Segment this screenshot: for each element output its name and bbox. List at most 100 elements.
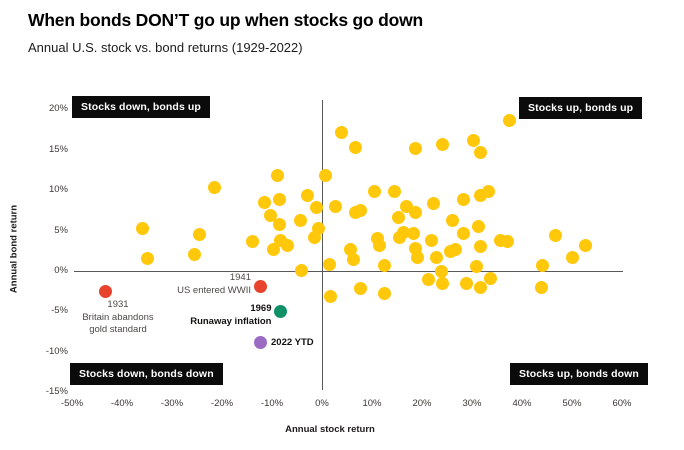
data-point [323,258,336,272]
data-point [436,138,449,152]
x-tick-label: -40% [110,398,134,409]
data-point [467,133,480,147]
annotated-data-point [98,284,112,298]
annotation-label: 1969 Runaway inflation [190,303,271,328]
data-point [310,200,323,214]
data-point [273,218,286,232]
x-tick-label: 30% [462,398,482,409]
x-tick-label: 50% [562,398,582,409]
data-point [301,188,314,202]
y-tick-label: 0% [54,265,68,276]
data-point [425,233,438,247]
annotated-data-point [253,336,267,350]
data-point [457,227,470,241]
x-tick-label: -10% [260,398,284,409]
y-tick-label: -10% [45,345,68,357]
x-tick-label: -20% [210,398,234,409]
annotation-note-line: gold standard [89,323,147,335]
data-point [378,287,391,301]
data-point [397,225,410,239]
data-point [473,240,487,254]
data-point [460,276,473,290]
x-tick-label: 10% [362,398,382,409]
data-point [208,181,221,195]
data-point [293,213,307,227]
annotation-label: 2022 YTD [271,337,314,349]
x-axis-line [74,271,623,272]
data-point [270,169,284,183]
x-tick-label: 0% [315,398,329,409]
data-point [367,185,381,199]
y-tick-label: -5% [51,305,68,317]
data-point [482,185,495,199]
data-point [473,145,487,159]
data-point [429,250,443,264]
y-tick-label: 10% [48,184,68,196]
y-tick-label: 20% [48,103,68,115]
data-point [446,214,459,228]
quadrant-label-top-right: Stocks up, bonds up [519,97,643,119]
y-axis-line [322,100,323,390]
data-point [328,199,342,213]
data-point [408,141,422,155]
x-tick-label: 40% [512,398,532,409]
data-point [347,253,360,267]
data-point [471,220,485,234]
chart-subtitle: Annual U.S. stock vs. bond returns (1929… [28,40,303,55]
annotation-note-line: Runaway inflation [190,315,272,327]
annotated-data-point [253,279,267,293]
data-point [273,193,286,207]
data-point [392,211,405,225]
data-point [135,221,149,235]
y-tick-label: -15% [45,386,68,398]
data-point [535,281,548,295]
data-point [280,238,294,252]
data-point [372,238,386,252]
y-axis-title: Annual bond return [8,204,20,294]
x-tick-label: -30% [160,398,184,409]
data-point [422,272,435,286]
data-point [473,281,487,295]
annotated-data-point [274,304,287,318]
annotation-year: 1941 [229,272,251,284]
data-point [188,248,201,262]
data-point [343,242,357,256]
y-tick-label: 15% [48,143,68,155]
data-point [348,140,362,154]
annotation-label: 1941 US entered WWII [177,272,251,297]
data-point [410,250,424,264]
data-point [193,228,206,242]
data-point [408,205,422,219]
quadrant-label-top-left: Stocks down, bonds up [72,96,210,118]
data-point [311,221,325,235]
data-point [335,126,348,140]
data-point [549,228,562,242]
data-point [502,114,516,128]
data-point [407,227,420,241]
annotation-year: 1969 [250,303,272,315]
data-point [245,235,259,249]
data-point [427,196,440,210]
data-point [457,192,470,206]
data-point [435,265,448,279]
data-point [353,203,367,217]
y-tick-label: 5% [54,224,68,236]
data-point [448,242,462,256]
data-point [140,252,154,266]
data-point [264,208,277,222]
data-point [377,258,391,272]
quadrant-label-bottom-right: Stocks up, bonds down [510,363,648,385]
data-point [483,271,497,285]
data-point [318,169,332,183]
data-point [436,276,449,290]
annotation-note-line: Britain abandons [82,311,154,323]
x-axis-title: Annual stock return [285,424,375,435]
data-point [353,282,367,296]
x-tick-label: -50% [60,398,84,409]
annotation-note-line: US entered WWII [177,284,251,296]
data-point [470,260,483,274]
annotation-year: 1931 [107,299,129,311]
data-point [566,250,579,264]
